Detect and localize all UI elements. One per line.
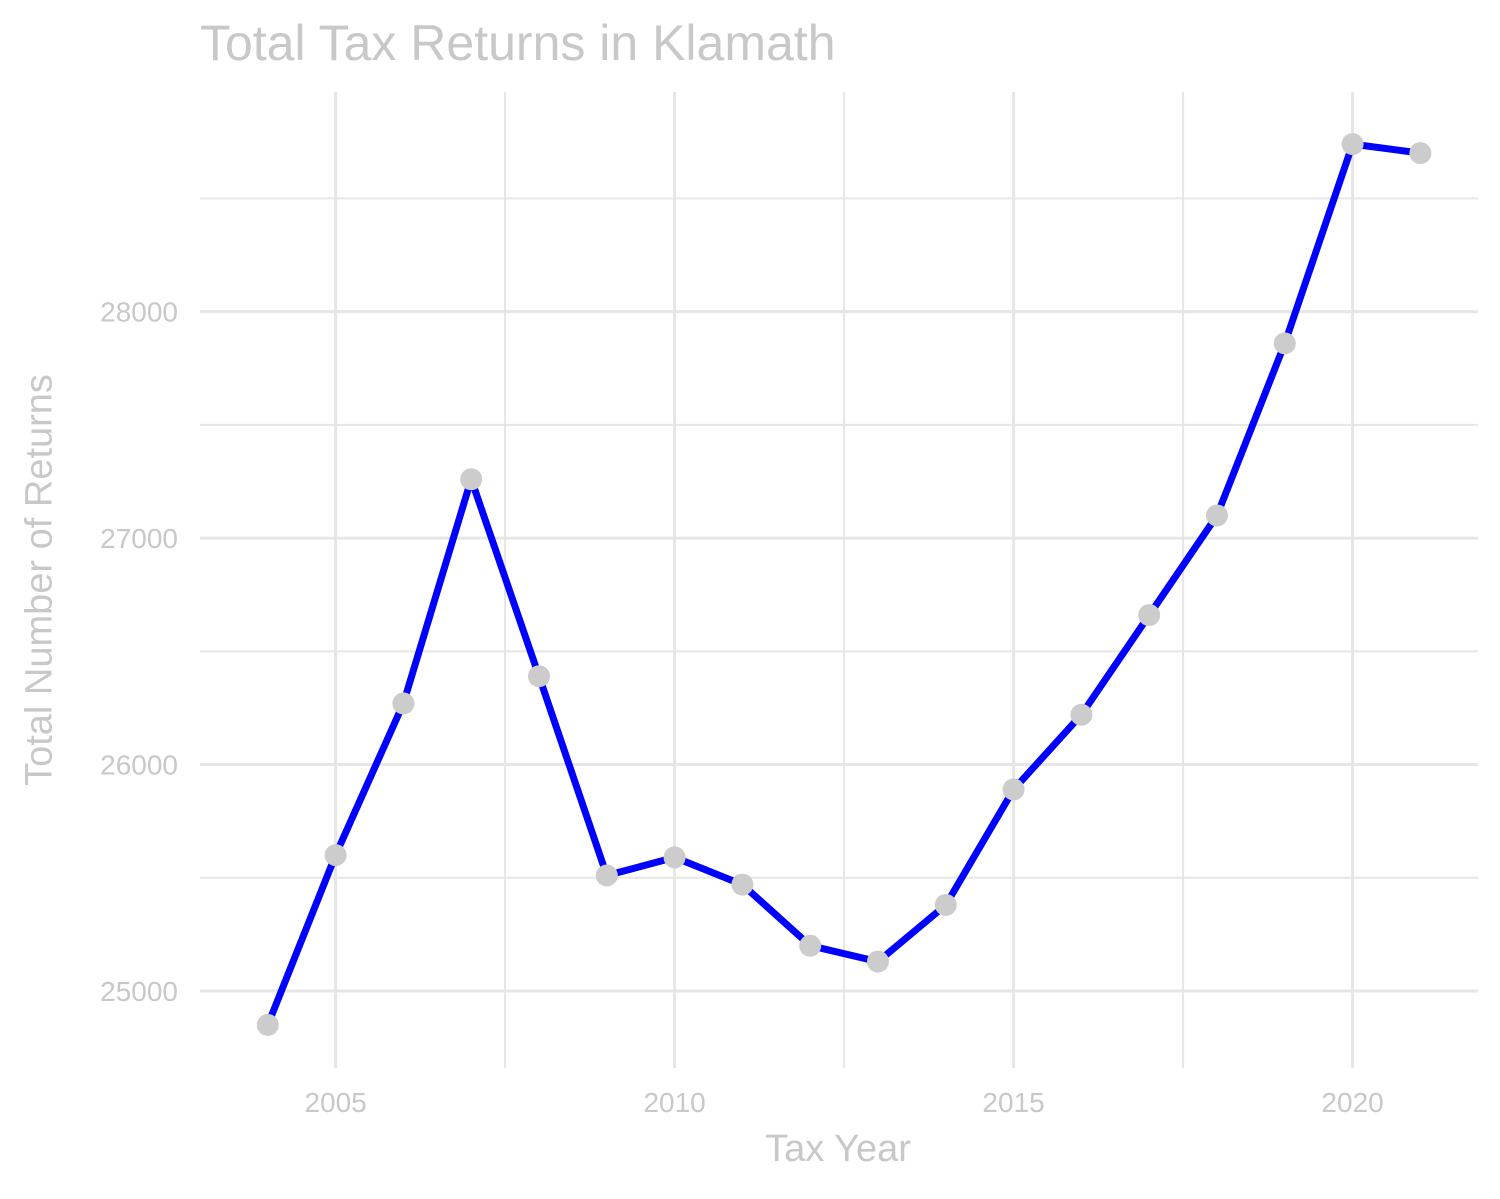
grid-lines xyxy=(200,92,1478,1068)
series-line xyxy=(264,140,1424,1029)
data-point xyxy=(1138,604,1161,627)
x-tick-label: 2015 xyxy=(982,1087,1044,1118)
data-point xyxy=(1409,142,1432,165)
y-tick-label: 26000 xyxy=(100,750,178,781)
data-point xyxy=(1070,703,1093,726)
data-point xyxy=(799,934,822,957)
data-point xyxy=(527,665,550,688)
data-point xyxy=(1002,778,1025,801)
data-point xyxy=(324,844,347,867)
data-point xyxy=(392,692,415,715)
data-point xyxy=(1341,133,1364,156)
y-tick-label: 27000 xyxy=(100,523,178,554)
data-point xyxy=(866,950,889,973)
x-tick-label: 2005 xyxy=(304,1087,366,1118)
x-tick-label: 2020 xyxy=(1321,1087,1383,1118)
data-point xyxy=(1273,332,1296,355)
data-point xyxy=(934,893,957,916)
x-axis-title: Tax Year xyxy=(765,1128,911,1170)
y-axis-title: Total Number of Returns xyxy=(18,374,61,786)
chart-title: Total Tax Returns in Klamath xyxy=(200,15,836,71)
data-point xyxy=(256,1013,279,1036)
series-line-layer xyxy=(264,140,1424,1029)
data-point xyxy=(1205,504,1228,527)
data-points xyxy=(256,133,1432,1036)
data-point xyxy=(731,873,754,896)
tick-labels: 25000 26000 27000 28000 2005 2010 2015 2020 xyxy=(100,297,1384,1118)
data-point xyxy=(595,864,618,887)
data-point xyxy=(460,468,483,491)
x-tick-label: 2010 xyxy=(643,1087,705,1118)
data-point xyxy=(663,846,686,869)
y-tick-label: 28000 xyxy=(100,297,178,328)
y-tick-label: 25000 xyxy=(100,976,178,1007)
